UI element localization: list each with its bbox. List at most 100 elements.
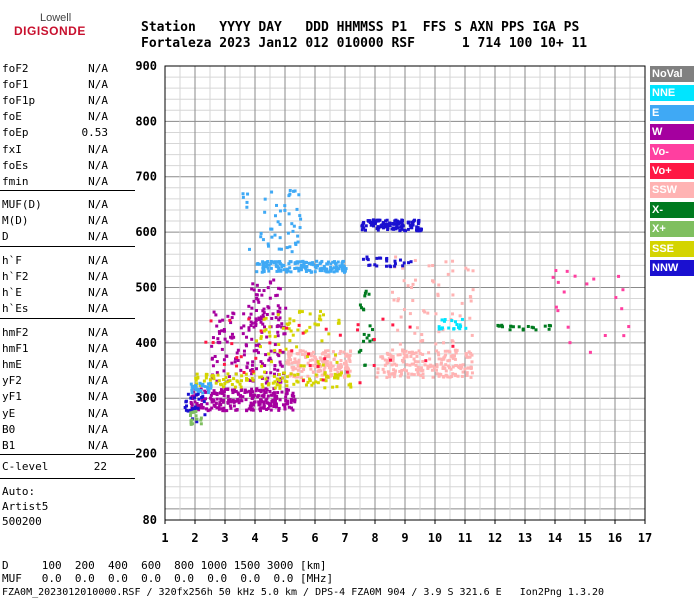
echo-point bbox=[245, 205, 249, 209]
echo-point bbox=[250, 287, 254, 291]
echo-point bbox=[299, 375, 303, 379]
echo-point bbox=[262, 311, 266, 315]
echo-point bbox=[393, 264, 397, 268]
echo-point bbox=[211, 364, 215, 368]
echo-point bbox=[301, 349, 305, 353]
echo-point bbox=[457, 366, 461, 370]
echo-point bbox=[269, 358, 273, 362]
echo-point bbox=[196, 387, 200, 391]
echo-point bbox=[220, 329, 224, 333]
echo-point bbox=[205, 402, 209, 406]
x-tick-label: 4 bbox=[251, 531, 258, 545]
echo-point bbox=[224, 376, 228, 380]
x-tick-label: 16 bbox=[608, 531, 622, 545]
echo-point bbox=[381, 356, 385, 360]
echo-point bbox=[383, 222, 387, 226]
echo-point bbox=[293, 357, 297, 361]
echo-point bbox=[259, 336, 263, 340]
echo-point bbox=[273, 214, 277, 218]
echo-point bbox=[470, 371, 474, 375]
echo-point bbox=[230, 388, 234, 392]
echo-point bbox=[244, 343, 248, 347]
echo-point bbox=[279, 268, 283, 272]
echo-point bbox=[276, 309, 280, 313]
echo-point bbox=[337, 321, 341, 325]
echo-point bbox=[255, 270, 259, 274]
echo-point bbox=[267, 269, 271, 273]
param-value: N/A bbox=[88, 358, 108, 372]
echo-point bbox=[287, 354, 291, 358]
echo-point bbox=[262, 264, 266, 268]
echo-point bbox=[329, 265, 333, 269]
echo-point bbox=[363, 294, 367, 298]
echo-point bbox=[412, 352, 416, 356]
echo-point bbox=[364, 289, 368, 293]
echo-point bbox=[285, 384, 289, 388]
echo-point bbox=[239, 385, 243, 389]
param-label: h`E bbox=[2, 286, 22, 300]
echo-point bbox=[573, 274, 577, 278]
echo-point bbox=[276, 352, 280, 356]
echo-point bbox=[201, 382, 205, 386]
echo-point bbox=[371, 224, 375, 228]
echo-point bbox=[221, 400, 225, 404]
echo-point bbox=[400, 227, 404, 231]
echo-point bbox=[203, 413, 207, 417]
echo-point bbox=[466, 366, 470, 370]
echo-point bbox=[273, 233, 277, 237]
echo-point bbox=[439, 373, 443, 377]
echo-point bbox=[255, 296, 259, 300]
echo-point bbox=[317, 317, 321, 321]
echo-point bbox=[443, 318, 447, 322]
echo-point bbox=[258, 318, 262, 322]
echo-point bbox=[396, 328, 400, 332]
echo-point bbox=[508, 328, 512, 332]
echo-point bbox=[338, 333, 342, 337]
echo-point bbox=[275, 203, 279, 207]
echo-point bbox=[453, 357, 457, 361]
echo-point bbox=[291, 391, 295, 395]
echo-point bbox=[319, 378, 323, 382]
echo-point bbox=[254, 317, 258, 321]
echo-point bbox=[225, 409, 229, 413]
echo-point bbox=[437, 374, 441, 378]
echo-point bbox=[562, 290, 566, 294]
echo-point bbox=[391, 356, 395, 360]
echo-point bbox=[213, 354, 217, 358]
echo-point bbox=[437, 330, 441, 334]
echo-point bbox=[342, 350, 346, 354]
echo-point bbox=[262, 388, 266, 392]
echo-point bbox=[283, 379, 287, 383]
echo-point bbox=[333, 372, 337, 376]
echo-point bbox=[247, 304, 251, 308]
echo-point bbox=[290, 250, 294, 254]
echo-point bbox=[231, 398, 235, 402]
echo-point bbox=[273, 364, 277, 368]
echo-point bbox=[199, 418, 203, 422]
echo-point bbox=[216, 337, 220, 341]
echo-point bbox=[287, 327, 291, 331]
echo-point bbox=[278, 260, 282, 264]
echo-point bbox=[213, 392, 217, 396]
echo-point bbox=[401, 360, 405, 364]
echo-point bbox=[290, 349, 294, 353]
echo-point bbox=[334, 353, 338, 357]
echo-point bbox=[448, 358, 452, 362]
echo-point bbox=[323, 269, 327, 273]
x-tick-label: 15 bbox=[578, 531, 592, 545]
echo-point bbox=[268, 341, 272, 345]
x-tick-label: 14 bbox=[548, 531, 562, 545]
echo-point bbox=[367, 263, 371, 267]
echo-point bbox=[277, 247, 281, 251]
echo-point bbox=[261, 313, 265, 317]
echo-point bbox=[449, 367, 453, 371]
echo-point bbox=[256, 395, 260, 399]
echo-point bbox=[469, 366, 473, 370]
echo-point bbox=[254, 322, 258, 326]
echo-point bbox=[326, 260, 330, 264]
echo-point bbox=[190, 418, 194, 422]
echo-point bbox=[333, 260, 337, 264]
echo-point bbox=[339, 359, 343, 363]
echo-point bbox=[288, 339, 292, 343]
echo-point bbox=[265, 408, 269, 412]
